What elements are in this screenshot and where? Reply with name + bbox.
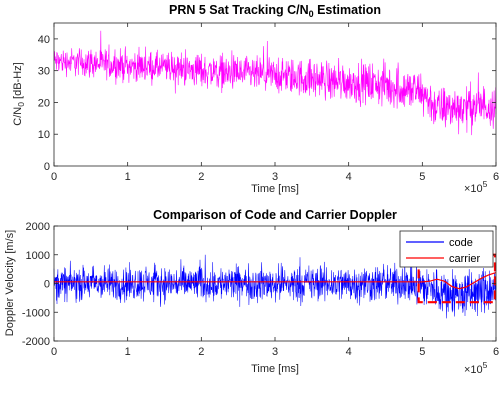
doppler-x-tick-label: 3 [272, 346, 278, 358]
doppler-x-tick-label: 6 [493, 346, 499, 358]
cn0-x-tick-label: 4 [346, 171, 352, 183]
cn0-y-label: C/N0 [dB-Hz] [12, 62, 26, 125]
doppler-chart: Comparison of Code and Carrier Doppler 0… [4, 208, 499, 376]
cn0-x-tick-label: 5 [419, 171, 425, 183]
doppler-x-exponent: ×105 [464, 360, 488, 376]
legend-carrier-label: carrier [449, 253, 481, 265]
doppler-x-label: Time [ms] [251, 363, 299, 375]
cn0-y-tick-label: 20 [38, 97, 50, 109]
doppler-y-tick-label: 0 [44, 279, 50, 291]
doppler-y-tick-label: -2000 [22, 336, 50, 348]
doppler-x-tick-label: 0 [51, 346, 57, 358]
doppler-x-tick-label: 5 [419, 346, 425, 358]
cn0-x-tick-label: 3 [272, 171, 278, 183]
doppler-y-ticks: -2000 -1000 0 1000 2000 [22, 221, 496, 348]
cn0-x-tick-label: 2 [198, 171, 204, 183]
cn0-y-tick-label: 10 [38, 129, 50, 141]
cn0-chart: PRN 5 Sat Tracking C/N0 Estimation 0 1 2 3 4… [12, 3, 499, 195]
doppler-y-tick-label: -1000 [22, 307, 50, 319]
cn0-x-tick-label: 0 [51, 171, 57, 183]
cn0-series [53, 30, 497, 136]
legend-box [399, 230, 494, 268]
cn0-x-exponent: ×105 [464, 179, 488, 195]
doppler-chart-title: Comparison of Code and Carrier Doppler [153, 208, 397, 222]
doppler-x-tick-label: 1 [125, 346, 131, 358]
cn0-plot-area [54, 23, 496, 166]
doppler-y-tick-label: 1000 [26, 250, 50, 262]
cn0-y-tick-label: 0 [44, 161, 50, 173]
doppler-x-ticks: 0 1 2 3 4 5 6 [51, 226, 499, 358]
doppler-x-tick-label: 4 [346, 346, 352, 358]
cn0-y-tick-label: 40 [38, 34, 50, 46]
doppler-y-tick-label: 2000 [26, 221, 50, 233]
doppler-series [53, 244, 497, 319]
cn0-x-tick-label: 6 [493, 171, 499, 183]
doppler-y-label: Doppler Velocity [m/s] [4, 230, 16, 336]
cn0-x-ticks: 0 1 2 3 4 5 6 [51, 23, 499, 183]
code-series-line [53, 244, 497, 319]
cn0-series-line [53, 30, 497, 136]
carrier-series-line [54, 272, 497, 290]
legend-code-label: code [449, 237, 473, 249]
doppler-legend: code carrier [399, 230, 494, 268]
cn0-chart-title: PRN 5 Sat Tracking C/N0 Estimation [169, 3, 381, 19]
doppler-x-tick-label: 2 [198, 346, 204, 358]
highlight-dashed-box [417, 253, 497, 304]
cn0-y-ticks: 0 10 20 30 40 [38, 34, 496, 173]
cn0-y-tick-label: 30 [38, 66, 50, 78]
cn0-x-label: Time [ms] [251, 183, 299, 195]
cn0-x-tick-label: 1 [125, 171, 131, 183]
